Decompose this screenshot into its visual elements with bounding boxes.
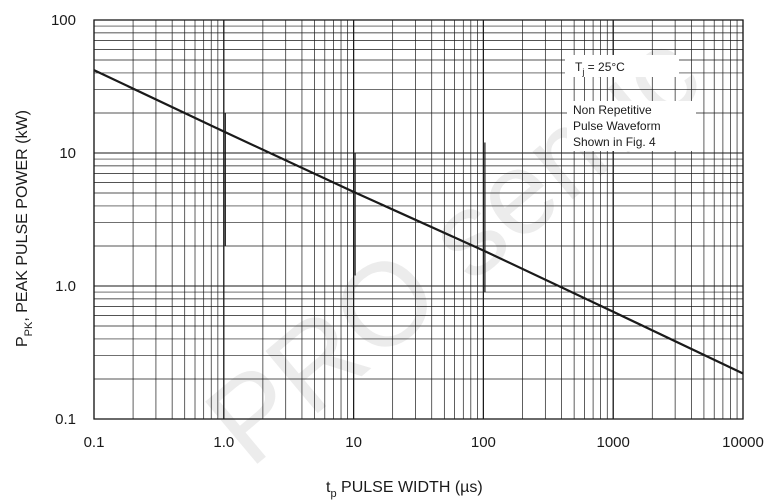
note-line-1: Non Repetitive — [573, 103, 652, 117]
y-title-sub: PK — [23, 321, 35, 336]
y-tick-label: 10 — [59, 145, 76, 162]
grid — [93, 19, 744, 420]
series-layer — [93, 69, 744, 375]
x-tick-labels: 0.1 1.0 10 100 1000 10000 — [84, 434, 764, 451]
x-title-main: t — [326, 479, 331, 496]
x-title-rest: PULSE WIDTH (µs) — [337, 479, 483, 496]
y-tick-label: 1.0 — [55, 278, 76, 295]
y-tick-labels: 0.1 1.0 10 100 — [51, 12, 76, 428]
x-tick-label: 1.0 — [213, 434, 234, 451]
y-tick-label: 100 — [51, 12, 76, 29]
tj-annotation: Tj = 25°C — [575, 60, 625, 77]
tj-main: T — [575, 60, 583, 74]
tj-label-bg — [565, 55, 679, 77]
x-tick-label: 1000 — [597, 434, 630, 451]
x-axis-title: tp PULSE WIDTH (µs) — [326, 479, 483, 500]
plot-frame — [93, 19, 744, 420]
y-axis-title: PPK, PEAK PULSE POWER (kW) — [14, 110, 35, 347]
mark-stubs — [224, 112, 486, 293]
x-tick-label: 10 — [345, 434, 362, 451]
x-tick-label: 100 — [471, 434, 496, 451]
x-tick-label: 10000 — [722, 434, 764, 451]
note-line-2: Pulse Waveform — [573, 119, 661, 133]
y-tick-label: 0.1 — [55, 411, 76, 428]
x-title-sub: p — [330, 488, 336, 500]
x-tick-label: 0.1 — [84, 434, 105, 451]
note-line-3: Shown in Fig. 4 — [573, 135, 656, 149]
tj-sub: j — [581, 67, 584, 77]
note-bg — [567, 101, 696, 151]
y-title-rest: , PEAK PULSE POWER (kW) — [14, 110, 31, 322]
y-title-main: P — [14, 336, 31, 347]
series-line — [93, 69, 744, 375]
tj-rest: = 25°C — [584, 60, 625, 74]
